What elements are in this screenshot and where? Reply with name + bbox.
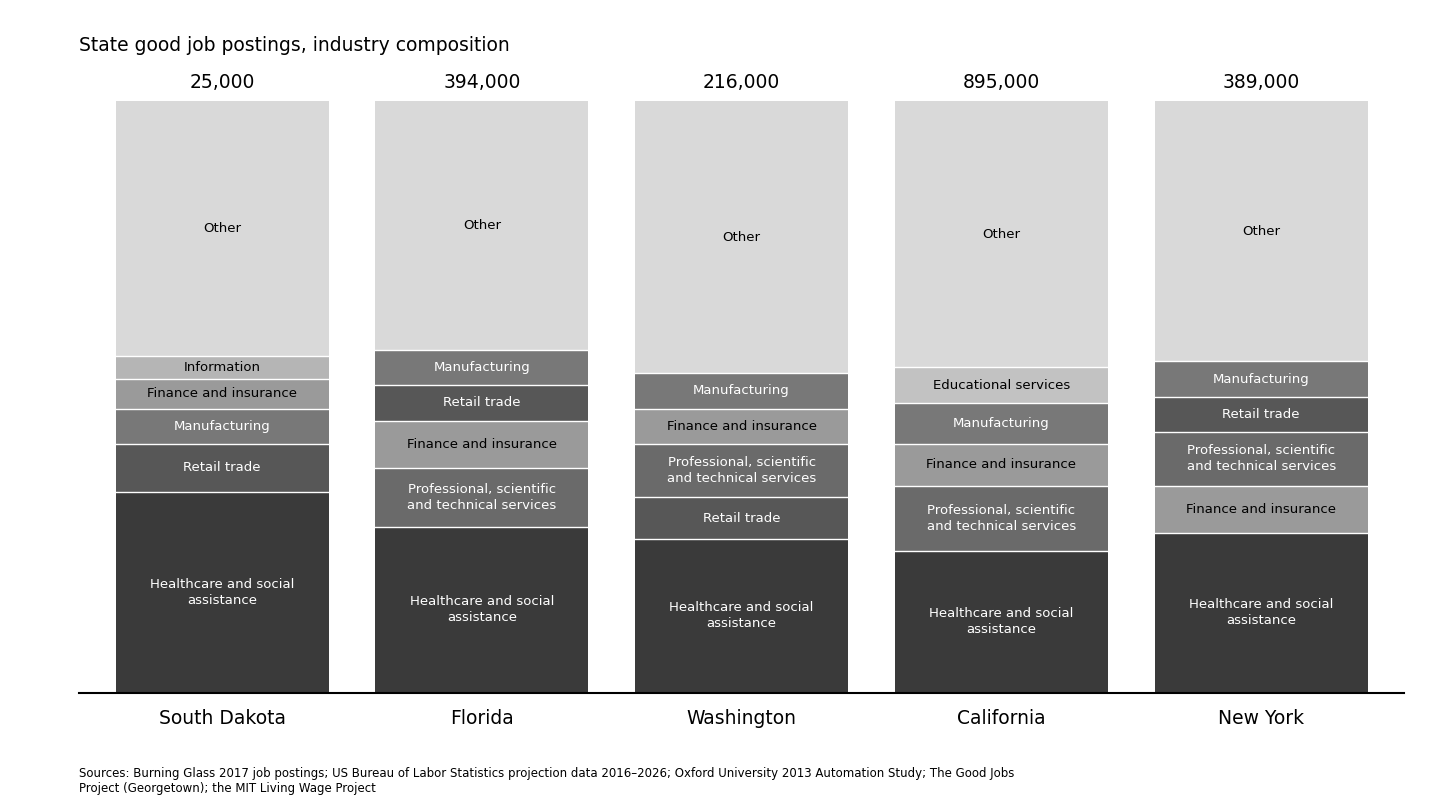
Bar [115,356,328,379]
Bar [115,101,328,356]
Text: 216,000: 216,000 [703,74,780,92]
Bar [1155,101,1368,361]
Bar [635,409,848,444]
Text: Healthcare and social
assistance: Healthcare and social assistance [670,601,814,630]
Bar [635,101,848,373]
Text: Finance and insurance: Finance and insurance [926,458,1076,471]
Text: Professional, scientific
and technical services: Professional, scientific and technical s… [408,483,556,512]
Text: Professional, scientific
and technical services: Professional, scientific and technical s… [667,456,816,485]
Bar [376,527,589,693]
Text: Healthcare and social
assistance: Healthcare and social assistance [150,578,294,607]
Text: Professional, scientific
and technical services: Professional, scientific and technical s… [927,504,1076,533]
Text: Retail trade: Retail trade [1223,408,1300,421]
Bar [115,444,328,492]
Bar [376,101,589,350]
Text: Healthcare and social
assistance: Healthcare and social assistance [929,607,1074,636]
Text: Finance and insurance: Finance and insurance [408,437,557,450]
Text: Other: Other [1243,225,1280,238]
Bar [1155,533,1368,693]
Text: 895,000: 895,000 [963,74,1040,92]
Bar [894,368,1107,403]
Text: Finance and insurance: Finance and insurance [147,387,297,400]
Bar [894,486,1107,551]
Bar [376,385,589,420]
Text: Other: Other [203,222,240,235]
Text: Retail trade: Retail trade [703,512,780,525]
Text: Professional, scientific
and technical services: Professional, scientific and technical s… [1187,445,1336,474]
Text: Finance and insurance: Finance and insurance [1187,503,1336,516]
Bar [376,350,589,385]
Text: 25,000: 25,000 [190,74,255,92]
Bar [635,444,848,497]
Text: Healthcare and social
assistance: Healthcare and social assistance [409,595,554,625]
Bar [1155,486,1368,533]
Text: Educational services: Educational services [933,378,1070,391]
Text: Manufacturing: Manufacturing [433,360,530,374]
Bar [635,497,848,539]
Text: Healthcare and social
assistance: Healthcare and social assistance [1189,599,1333,627]
Text: Retail trade: Retail trade [183,462,261,475]
Bar [894,551,1107,693]
Bar [115,492,328,693]
Bar [115,409,328,444]
Bar [376,468,589,527]
Bar [894,444,1107,486]
Bar [1155,397,1368,433]
Text: Other: Other [723,231,760,244]
Text: 389,000: 389,000 [1223,74,1300,92]
Bar [1155,433,1368,486]
Bar [635,539,848,693]
Text: Information: Information [183,360,261,374]
Text: Other: Other [462,219,501,232]
Bar [894,403,1107,444]
Bar [635,373,848,409]
Text: Manufacturing: Manufacturing [953,417,1050,430]
Text: Manufacturing: Manufacturing [693,385,791,398]
Text: Sources: Burning Glass 2017 job postings; US Bureau of Labor Statistics projecti: Sources: Burning Glass 2017 job postings… [79,767,1015,795]
Text: Retail trade: Retail trade [444,396,521,409]
Text: Manufacturing: Manufacturing [174,420,271,433]
Bar [376,420,589,468]
Bar [1155,361,1368,397]
Text: Finance and insurance: Finance and insurance [667,420,816,433]
Text: Manufacturing: Manufacturing [1212,373,1309,386]
Bar [115,379,328,409]
Bar [894,101,1107,368]
Text: State good job postings, industry composition: State good job postings, industry compos… [79,36,510,55]
Text: Other: Other [982,228,1021,241]
Text: 394,000: 394,000 [444,74,520,92]
